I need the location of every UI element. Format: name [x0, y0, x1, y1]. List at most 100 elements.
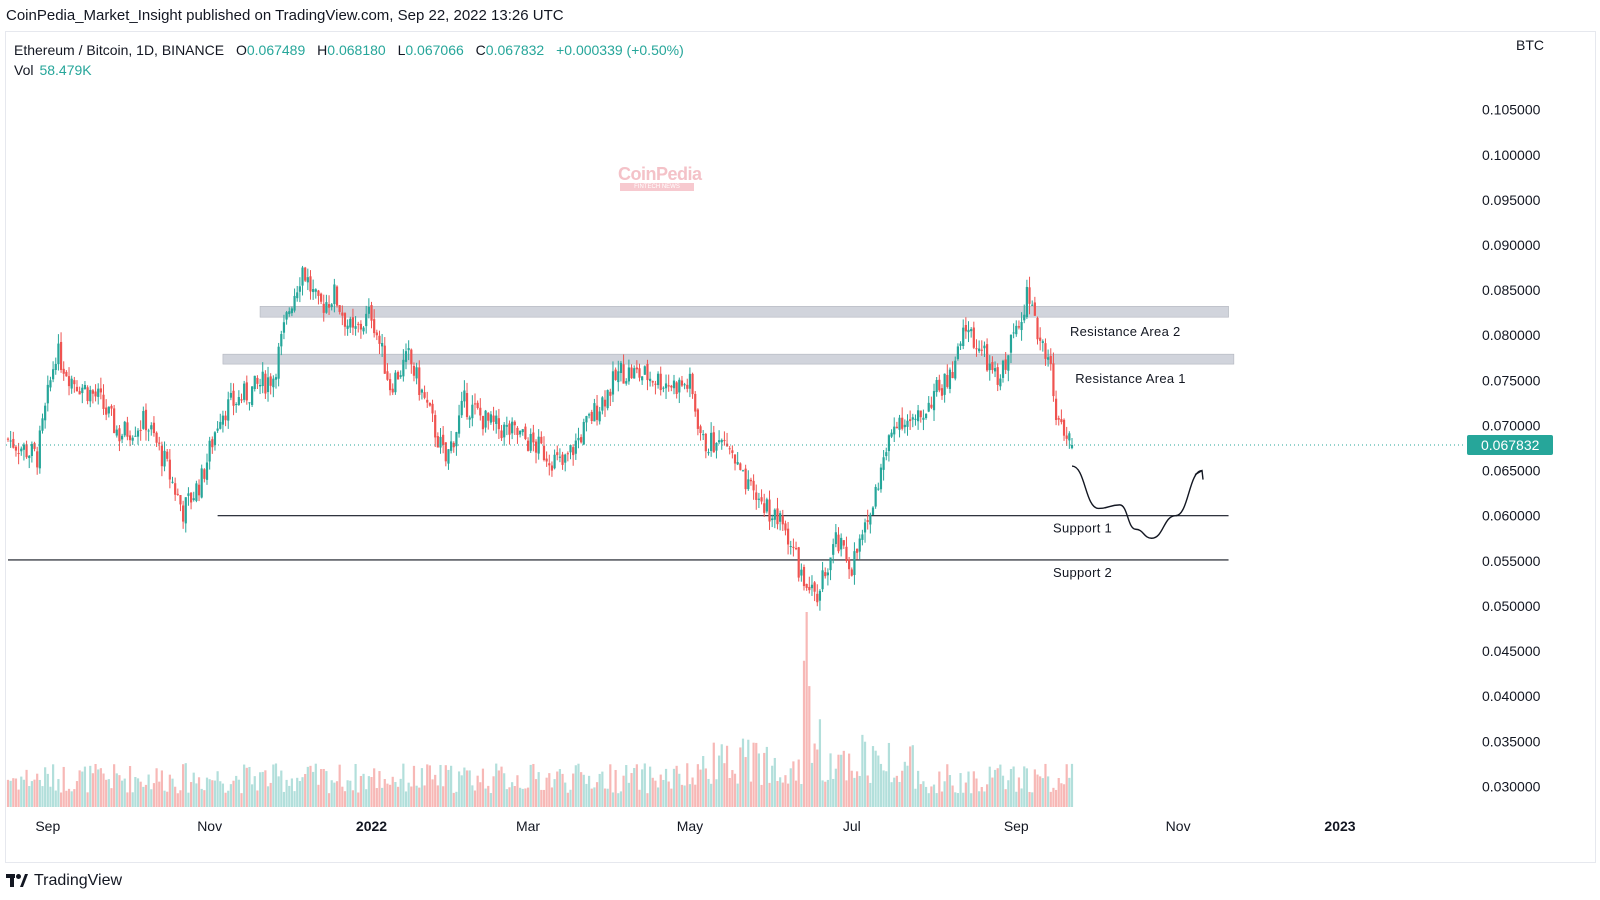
candle-body — [197, 484, 201, 496]
candle-body — [641, 376, 644, 381]
candle-body — [664, 383, 668, 389]
volume-bar — [834, 768, 837, 807]
candle-body — [656, 373, 660, 386]
candle-body — [962, 327, 965, 347]
volume-bar — [224, 792, 227, 807]
volume-bar — [36, 773, 39, 807]
candle-body — [970, 329, 973, 332]
candle-body — [319, 293, 323, 302]
price-chart[interactable]: Resistance Area 2 Resistance Area 1 Suppo… — [0, 0, 1600, 870]
volume-bar — [290, 778, 294, 807]
volume-bar — [649, 766, 652, 807]
volume-bar — [126, 792, 129, 807]
volume-bar — [741, 738, 745, 807]
candle-body — [630, 367, 633, 379]
volume-bar — [882, 770, 885, 807]
candle-body — [964, 324, 967, 332]
volume-bar — [593, 787, 596, 807]
candle-body — [243, 383, 246, 400]
tradingview-logo-icon — [6, 874, 28, 887]
candle-body — [229, 392, 232, 398]
volume-label[interactable]: Vol — [14, 62, 34, 78]
volume-bar — [871, 746, 875, 807]
candle-body — [452, 442, 455, 448]
volume-bar — [776, 780, 779, 807]
candle-body — [675, 382, 678, 394]
volume-bar — [619, 791, 623, 807]
candle-body — [489, 414, 493, 423]
candle-body — [948, 369, 952, 389]
candle-body — [428, 402, 431, 406]
candle-body — [102, 394, 105, 409]
volume-bar — [635, 764, 638, 807]
volume-bar — [487, 785, 490, 807]
volume-bar — [62, 766, 65, 807]
candle-body — [983, 345, 986, 349]
candle-body — [460, 400, 463, 416]
candle-body — [495, 415, 498, 424]
candle-body — [216, 428, 219, 431]
candle-body — [993, 368, 997, 372]
volume-bar — [659, 774, 662, 807]
volume-bar — [362, 773, 365, 807]
volume-bar — [394, 781, 397, 807]
volume-bar — [38, 779, 41, 807]
volume-bar — [20, 776, 23, 807]
candle-body — [858, 538, 861, 552]
volume-bar — [373, 768, 376, 807]
volume-bar — [1031, 792, 1034, 807]
volume-bar — [455, 791, 458, 807]
volume-bar — [434, 774, 437, 807]
candle-body — [877, 488, 880, 490]
tradingview-footer[interactable]: TradingView — [6, 872, 122, 890]
volume-bar — [654, 780, 657, 807]
candle-body — [272, 378, 275, 388]
price-axis[interactable]: 0.105000 0.100000 0.095000 0.090000 0.085000… — [1482, 102, 1541, 795]
candle-body — [840, 537, 843, 550]
volume-bar — [402, 763, 405, 807]
volume-bar — [773, 757, 776, 807]
volume-bar — [718, 755, 721, 807]
volume-bar — [44, 767, 47, 807]
volume-bar — [439, 764, 442, 807]
volume-bar — [728, 777, 731, 807]
symbol-info[interactable]: Ethereum / Bitcoin, 1D, BINANCE — [14, 42, 225, 58]
candle-body — [526, 440, 530, 451]
candle-body — [853, 551, 856, 575]
candle-body — [980, 349, 983, 351]
candle-body — [213, 432, 217, 446]
volume-bar — [203, 790, 206, 807]
candle-body — [335, 286, 339, 306]
volume-bar — [200, 788, 203, 807]
candle-body — [728, 448, 731, 450]
time-axis[interactable]: Sep Nov 2022 Mar May Jul Sep Nov 2023 — [35, 818, 1355, 834]
volume-bar — [848, 753, 851, 807]
volume-bar — [832, 778, 835, 807]
candle-body — [83, 384, 87, 389]
volume-bar — [566, 792, 569, 807]
candle-body — [237, 397, 240, 405]
volume-bar — [744, 757, 747, 807]
candle-body — [569, 445, 572, 453]
volume-bar — [980, 787, 983, 807]
volume-bar — [858, 775, 861, 807]
volume-bar — [261, 771, 264, 807]
candle-body — [580, 437, 583, 443]
candle-body — [288, 311, 291, 315]
candle-body — [290, 308, 294, 314]
candle-body — [1065, 435, 1068, 439]
annotations — [6, 444, 1463, 539]
candle-body — [975, 348, 978, 350]
y-tick-label: 0.100000 — [1482, 147, 1541, 163]
candle-body — [885, 452, 888, 457]
volume-bar — [335, 781, 339, 807]
volume-bar — [205, 777, 209, 807]
candle-body — [760, 497, 763, 502]
volume-bar — [65, 790, 68, 807]
volume-bar — [518, 787, 522, 807]
volume-bar — [52, 764, 55, 807]
volume-bar — [46, 773, 49, 807]
volume-bar — [33, 779, 36, 807]
candle-body — [532, 432, 535, 443]
candle-body — [444, 442, 447, 462]
